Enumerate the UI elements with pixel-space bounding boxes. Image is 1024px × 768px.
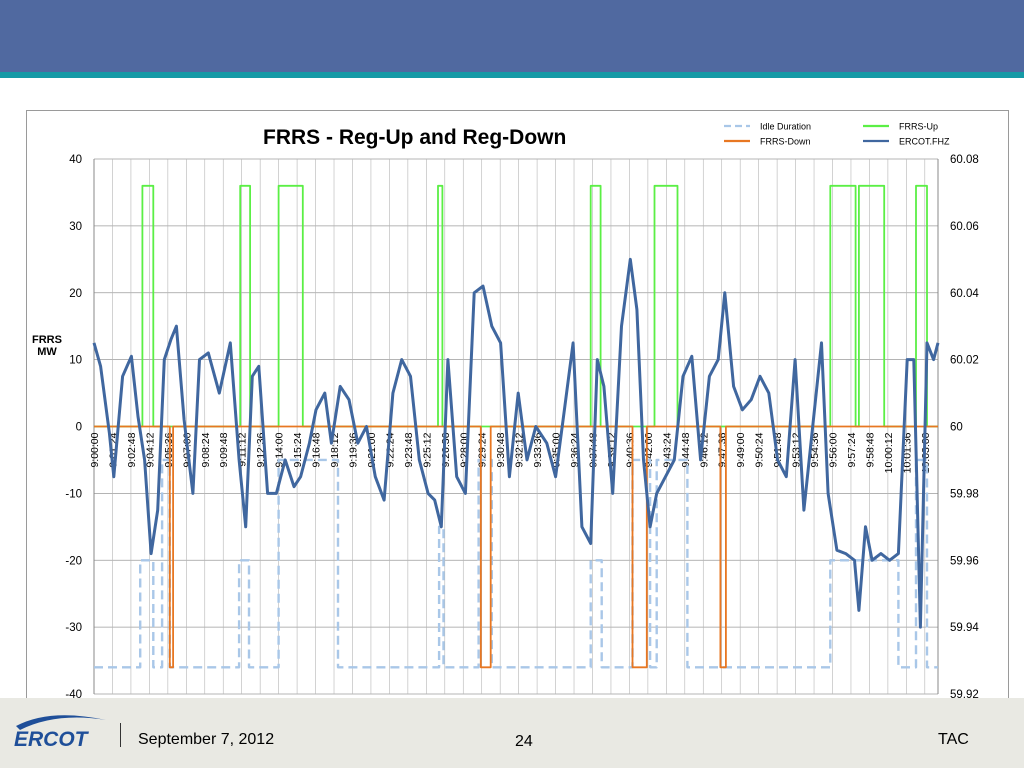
x-tick-label: 9:30:48: [495, 432, 507, 467]
footer-org: TAC: [938, 731, 969, 748]
legend-label: ERCOT.FHZ: [899, 137, 950, 147]
y-tick-label: 10: [69, 355, 82, 367]
footer: [0, 698, 1024, 768]
x-tick-label: 9:08:24: [200, 432, 212, 467]
header-banner: [0, 0, 1024, 72]
y-tick-label: 40: [69, 154, 82, 166]
x-tick-label: 9:23:48: [403, 432, 415, 467]
frrs-chart: FRRS - Reg-Up and Reg-Down 40 30 20 10 0 -10 -…: [32, 122, 979, 702]
x-tick-label: 9:47:36: [717, 432, 729, 467]
chart-title: FRRS - Reg-Up and Reg-Down: [263, 126, 566, 149]
series-line-idle-duration: [94, 458, 938, 669]
y-tick-label: -10: [65, 488, 82, 500]
x-tick-label: 9:49:00: [735, 432, 747, 467]
x-tick-label: 9:00:00: [89, 432, 101, 467]
x-tick-label: 9:15:24: [292, 432, 304, 467]
y2-tick-label: 60: [950, 422, 963, 434]
legend-label: Idle Duration: [760, 122, 811, 132]
series-line-frrs-up: [94, 184, 938, 428]
x-tick-label: 9:33:36: [532, 432, 544, 467]
x-tick-label: 9:25:12: [421, 432, 433, 467]
y-tick-label: -30: [65, 622, 82, 634]
x-tick-label: 9:32:12: [514, 432, 526, 467]
footer-date: September 7, 2012: [138, 731, 275, 748]
x-tick-label: 9:04:12: [144, 432, 156, 467]
y2-tick-label: 60.02: [950, 355, 979, 367]
y-tick-label: 0: [76, 422, 82, 434]
x-tick-label: 9:50:24: [754, 432, 766, 467]
page-number: 24: [515, 733, 533, 750]
x-tick-label: 9:58:48: [864, 432, 876, 467]
y2-tick-label: 60.08: [950, 154, 979, 166]
footer-separator: [120, 723, 121, 747]
x-tick-label: 10:00:12: [883, 432, 895, 473]
header-accent-stripe: [0, 72, 1024, 78]
chart-frame: FRRS - Reg-Up and Reg-Down 40 30 20 10 0 -10 -…: [26, 110, 1009, 708]
x-tick-label: 9:16:48: [311, 432, 323, 467]
svg-text:ERCOT: ERCOT: [14, 728, 90, 751]
y2-tick-label: 60.04: [950, 288, 979, 300]
legend-label: FRRS-Down: [760, 137, 811, 147]
legend-label: FRRS-Up: [899, 122, 938, 132]
chart-series: [92, 184, 940, 669]
ercot-logo: ERCOT: [14, 715, 106, 751]
y2-tick-label: 60.06: [950, 221, 979, 233]
y-axis-label: FRRS MW: [32, 334, 62, 358]
chart-legend: Idle Duration FRRS-Up FRRS-Down ERCOT.FHZ: [724, 122, 950, 147]
x-tick-label: 9:02:48: [126, 432, 138, 467]
series-line-ercot-fhz: [92, 257, 940, 629]
x-tick-label: 9:44:48: [680, 432, 692, 467]
y-axis-right-ticks: 60.0860.0660.0460.026059.9859.9659.9459.…: [950, 154, 979, 701]
x-tick-label: 9:56:00: [828, 432, 840, 467]
y2-tick-label: 59.94: [950, 622, 979, 634]
x-tick-label: 9:57:24: [846, 432, 858, 467]
y-tick-label: 30: [69, 221, 82, 233]
y2-tick-label: 59.96: [950, 555, 979, 567]
y2-tick-label: 59.98: [950, 488, 979, 500]
x-tick-label: 9:09:48: [218, 432, 230, 467]
y-tick-label: -20: [65, 555, 82, 567]
x-tick-label: 9:40:36: [624, 432, 636, 467]
y-tick-label: 20: [69, 288, 82, 300]
